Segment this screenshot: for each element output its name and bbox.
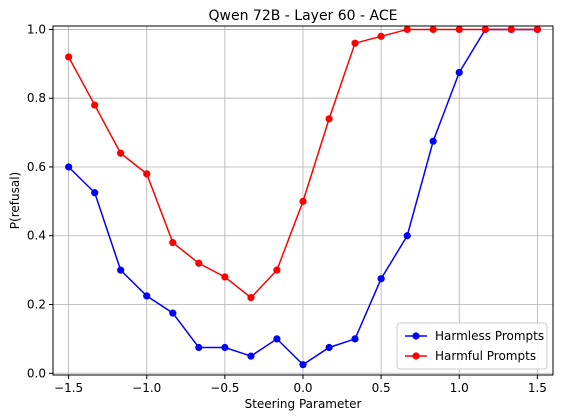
harmful-prompts-point — [91, 101, 99, 109]
y-tick-label: 0.8 — [27, 91, 46, 105]
x-tick-label: 1.0 — [450, 381, 469, 395]
legend-harmful-prompts-marker — [412, 352, 420, 360]
chart-title: Qwen 72B - Layer 60 - ACE — [209, 8, 398, 24]
harmless-prompts-point — [247, 352, 255, 360]
harmful-prompts-point — [143, 170, 151, 178]
harmless-prompts-point — [169, 309, 177, 317]
harmless-prompts-point — [221, 343, 229, 352]
harmless-prompts-point — [65, 163, 73, 171]
x-tick-label: 0.0 — [293, 381, 312, 395]
harmful-prompts-point — [429, 25, 437, 34]
legend-box — [396, 322, 548, 370]
harmful-prompts-point — [221, 273, 229, 281]
harmless-prompts-point — [91, 189, 99, 197]
y-tick-label: 1.0 — [27, 22, 46, 36]
grid — [53, 26, 553, 375]
x-tick-label: −1.5 — [54, 381, 83, 395]
harmless-prompts-point — [117, 266, 125, 274]
harmful-prompts-point — [533, 25, 541, 34]
harmless-prompts-point — [143, 292, 151, 300]
harmful-prompts-point — [195, 259, 203, 267]
harmful-prompts-point — [507, 25, 515, 34]
x-tick-label: −0.5 — [210, 381, 239, 395]
legend-harmless-prompts-label: Harmless Prompts — [435, 329, 544, 343]
y-tick-label: 0.6 — [27, 160, 46, 174]
series-layer — [65, 25, 541, 369]
y-tick-label: 0.4 — [27, 229, 46, 243]
harmful-prompts-point — [117, 149, 125, 157]
harmless-prompts-point — [455, 68, 463, 77]
harmful-prompts-point — [351, 39, 359, 47]
legend-harmless-prompts-marker — [412, 332, 420, 340]
harmful-prompts-point — [65, 53, 73, 61]
harmless-prompts-point — [325, 343, 333, 352]
axis-ticks: −1.5 −1.0 −0.5 0.0 0.5 1.0 1.5 0.0 0.2 0.4 0.6 0.8 1… — [27, 22, 547, 395]
harmless-prompts-point — [299, 361, 307, 369]
harmful-prompts-point — [403, 25, 411, 34]
harmless-prompts-point — [351, 335, 359, 343]
harmful-prompts-point — [377, 32, 385, 40]
y-tick-label: 0.0 — [27, 366, 46, 380]
y-tick-label: 0.2 — [27, 298, 46, 312]
legend: Harmless Prompts Harmful Prompts — [396, 322, 548, 370]
y-axis-label: P(refusal) — [8, 172, 22, 229]
harmful-prompts-point — [481, 25, 489, 34]
harmful-prompts-point — [325, 115, 333, 123]
harmless-prompts-point — [273, 335, 281, 343]
harmless-prompts-point — [403, 232, 411, 240]
x-tick-label: 1.5 — [528, 381, 547, 395]
harmless-prompts-point — [377, 275, 385, 283]
harmful-prompts-point — [169, 239, 177, 247]
x-tick-label: −1.0 — [132, 381, 161, 395]
harmless-prompts-point — [195, 343, 203, 352]
harmful-prompts-point — [273, 266, 281, 274]
x-tick-label: 0.5 — [372, 381, 391, 395]
harmful-prompts-point — [247, 294, 255, 302]
harmful-prompts-point — [455, 25, 463, 34]
harmless-prompts-point — [429, 137, 437, 145]
x-axis-label: Steering Parameter — [245, 397, 362, 411]
legend-harmful-prompts-label: Harmful Prompts — [435, 349, 536, 363]
harmful-prompts-point — [299, 197, 307, 205]
